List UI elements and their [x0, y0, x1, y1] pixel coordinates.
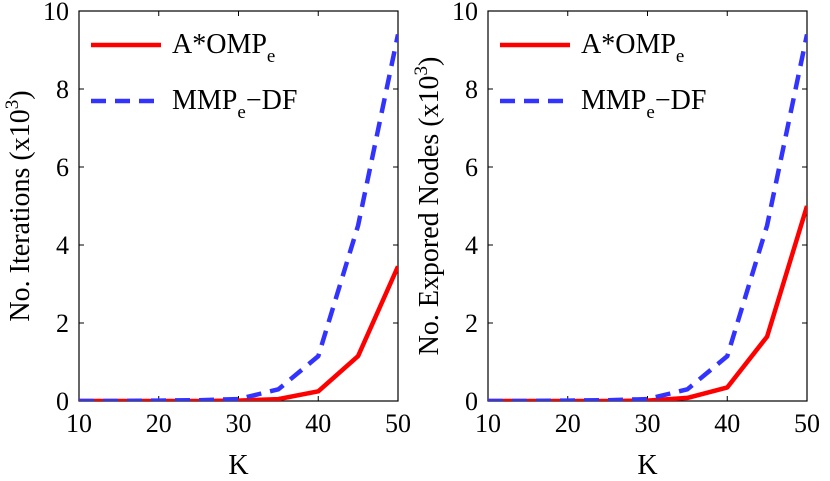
y-tick-label: 6: [56, 153, 69, 182]
series-line-mmp-df: [488, 33, 807, 401]
x-tick-label: 50: [794, 409, 820, 438]
x-tick-label: 40: [714, 409, 740, 438]
legend-label-mmp-df: MMPe−DF: [172, 85, 297, 123]
x-axis-title: K: [228, 450, 248, 481]
y-tick-label: 8: [56, 75, 69, 104]
y-tick-label: 10: [452, 0, 478, 26]
x-tick-label: 20: [146, 409, 172, 438]
plot-area-frame: [78, 10, 399, 402]
x-tick-label: 50: [385, 409, 411, 438]
series-line-a-star-omp: [488, 205, 807, 401]
x-tick-label: 30: [226, 409, 252, 438]
y-axis-title: No. Expored Nodes (x103): [411, 57, 445, 356]
y-axis-title: No. Iterations (x103): [2, 90, 36, 321]
y-tick-label: 6: [465, 153, 478, 182]
y-axis-title-exponent: 3: [411, 66, 432, 76]
legend-label-mmp-df: MMPe−DF: [581, 85, 706, 123]
legend-label-a-star-omp: A*OMPe: [581, 29, 684, 67]
y-tick-label: 8: [465, 75, 478, 104]
chart-panel-right: 10 20 30 40 50 0 2 4 6 8 10 K No. Expored Nodes (x10…: [411, 0, 820, 481]
y-axis-title-close: ): [414, 57, 445, 66]
y-axis-title-exponent: 3: [2, 100, 23, 110]
y-tick-label: 2: [465, 309, 478, 338]
legend-label-a-star-omp: A*OMPe: [172, 29, 275, 67]
series-line-a-star-omp: [79, 265, 398, 401]
y-axis-title-main: No. Expored Nodes (x10: [414, 75, 445, 355]
x-tick-label: 10: [475, 409, 501, 438]
plot-area-frame: [487, 10, 808, 402]
y-tick-label: 4: [56, 231, 69, 260]
x-tick-label: 10: [66, 409, 92, 438]
x-tick-label: 20: [555, 409, 581, 438]
y-tick-label: 0: [56, 387, 69, 416]
y-tick-label: 10: [43, 0, 69, 26]
y-tick-label: 4: [465, 231, 478, 260]
x-tick-label: 30: [635, 409, 661, 438]
x-axis-title: K: [637, 450, 657, 481]
y-tick-label: 0: [465, 387, 478, 416]
y-axis-title-close: ): [5, 90, 36, 99]
series-line-mmp-df: [79, 33, 398, 401]
chart-panel-left: 10 20 30 40 50 0 2 4 6 8 10 K No. Iterations (x103) A…: [2, 0, 411, 481]
y-tick-label: 2: [56, 309, 69, 338]
y-axis-title-main: No. Iterations (x10: [5, 109, 36, 321]
x-tick-label: 40: [305, 409, 331, 438]
